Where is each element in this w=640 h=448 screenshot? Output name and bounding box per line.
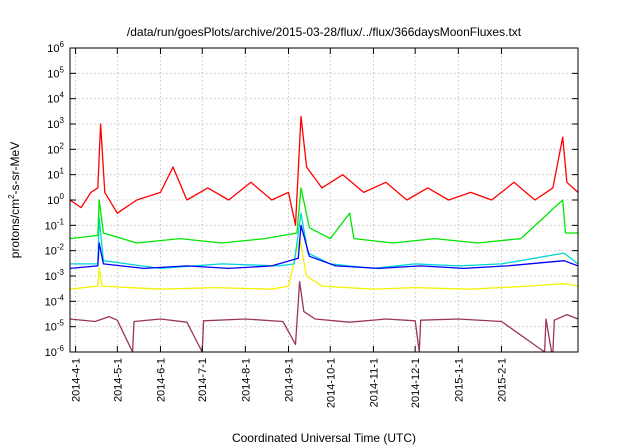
x-tick-label: 2014-5-1: [112, 358, 124, 402]
grid: [70, 48, 578, 352]
y-tick-label: 10-5: [45, 319, 65, 334]
chart-title: /data/run/goesPlots/archive/2015-03-28/f…: [127, 25, 522, 39]
series-group: [69, 115, 579, 353]
x-tick-label: 2014-9-1: [284, 358, 296, 402]
series-line-3: [70, 212, 579, 270]
y-tick-label: 105: [47, 65, 64, 80]
x-tick-label: 2014-8-1: [240, 358, 252, 402]
x-tick-label: 2014-7-1: [197, 358, 209, 402]
y-tick-label: 10-2: [45, 243, 65, 258]
y-tick-label: 100: [47, 192, 64, 207]
x-tick-label: 2014-4-1: [71, 358, 83, 402]
series-line-4: [69, 224, 579, 270]
y-tick-label: 102: [47, 141, 64, 156]
x-tick-label: 2014-12-1: [410, 358, 422, 408]
y-tick-label: 101: [47, 167, 64, 182]
y-tick-label: 10-6: [45, 344, 65, 359]
y-tick-label: 106: [47, 40, 64, 55]
x-axis-label: Coordinated Universal Time (UTC): [232, 431, 416, 445]
y-tick-label: 10-3: [45, 268, 65, 283]
series-line-6: [69, 115, 579, 226]
x-tick-label: 2014-6-1: [155, 358, 167, 402]
y-tick-label: 104: [47, 91, 64, 106]
x-tick-label: 2014-11-1: [368, 358, 380, 407]
series-line-1: [69, 280, 579, 353]
y-tick-label: 10-4: [45, 293, 65, 308]
series-line-5: [69, 187, 578, 244]
y-axis: 10-6 10-5 10-4 10-3 10-2 10-1 100 101 102 103 104 1…: [45, 40, 578, 359]
y-tick-label: 103: [47, 116, 64, 131]
y-tick-label: 10-1: [45, 217, 65, 232]
x-tick-label: 2015-2-1: [496, 358, 508, 402]
x-tick-label: 2015-1-1: [453, 358, 465, 402]
y-axis-label: protons/cm2-s-sr-MeV: [7, 142, 22, 258]
x-axis: 2014-4-1 2014-5-1 2014-6-1 2014-7-1 2014-8-1…: [71, 48, 508, 408]
x-tick-label: 2014-10-1: [325, 358, 337, 408]
